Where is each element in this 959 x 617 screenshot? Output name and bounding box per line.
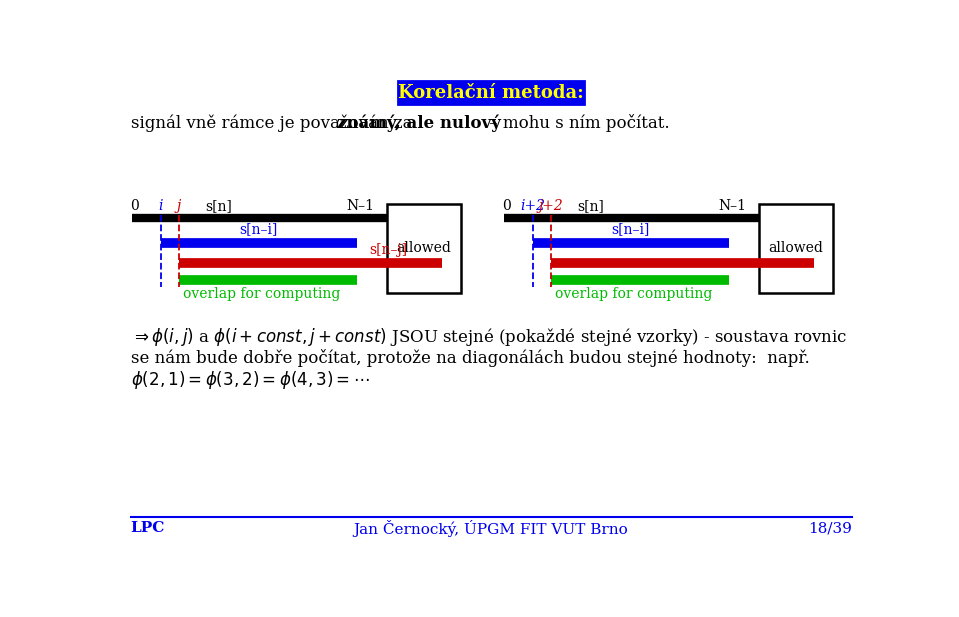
Text: Korelační metoda:: Korelační metoda: — [398, 83, 584, 102]
Text: 18/39: 18/39 — [808, 521, 853, 536]
Text: i: i — [158, 199, 163, 213]
Text: s[n–i]: s[n–i] — [612, 223, 650, 236]
Text: 0: 0 — [502, 199, 511, 213]
Text: s[n]: s[n] — [577, 199, 604, 213]
Bar — [760, 204, 832, 292]
Text: s[n]: s[n] — [205, 199, 232, 213]
Text: j+2: j+2 — [538, 199, 563, 213]
Text: overlap for computing: overlap for computing — [554, 288, 713, 301]
Text: allowed: allowed — [397, 241, 452, 255]
Text: $\phi(2,1)=\phi(3,2)=\phi(4,3)=\cdots$: $\phi(2,1)=\phi(3,2)=\phi(4,3)=\cdots$ — [130, 369, 369, 391]
Text: j: j — [176, 199, 181, 213]
Text: LPC: LPC — [130, 521, 165, 536]
Text: $\Rightarrow\phi(i,j)$ a $\phi(i+const,j+const)$ JSOU stejné (pokaždé stejné vzo: $\Rightarrow\phi(i,j)$ a $\phi(i+const,j… — [130, 326, 847, 349]
Text: signál vně rámce je považován za: signál vně rámce je považován za — [130, 115, 417, 132]
Text: Jan Černocký, ÚPGM FIT VUT Brno: Jan Černocký, ÚPGM FIT VUT Brno — [354, 520, 628, 537]
Text: se nám bude dobře počítat, protože na diagonálách budou stejné hodnoty:  např.: se nám bude dobře počítat, protože na di… — [130, 349, 809, 367]
Bar — [398, 81, 584, 104]
Text: s[n–j]: s[n–j] — [369, 242, 408, 257]
Text: – mohu s ním počítat.: – mohu s ním počítat. — [484, 114, 669, 132]
Text: overlap for computing: overlap for computing — [182, 288, 340, 301]
Text: 0: 0 — [130, 199, 139, 213]
Text: N–1: N–1 — [346, 199, 374, 213]
Text: N–1: N–1 — [718, 199, 746, 213]
Text: známý, ale nulový: známý, ale nulový — [337, 115, 501, 132]
Text: allowed: allowed — [768, 241, 824, 255]
Text: s[n–i]: s[n–i] — [240, 223, 278, 236]
Text: i+2: i+2 — [521, 199, 546, 213]
Bar — [387, 204, 461, 292]
